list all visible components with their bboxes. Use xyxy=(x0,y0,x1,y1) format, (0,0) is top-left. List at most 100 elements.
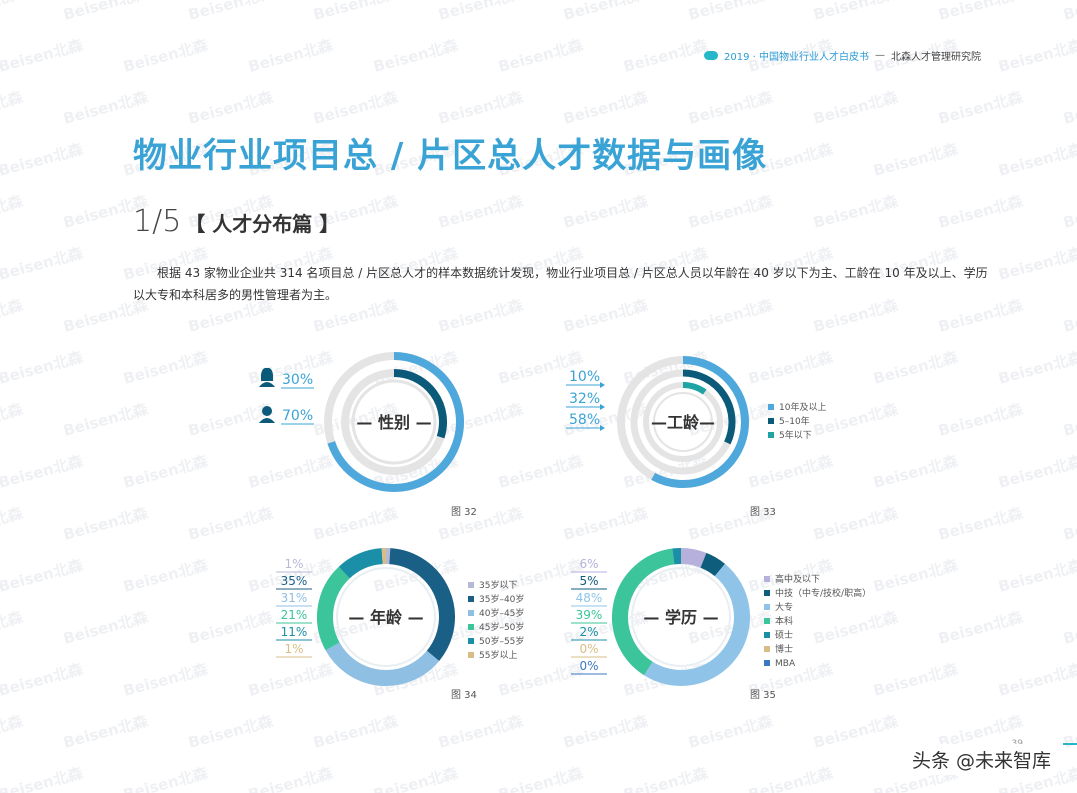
male-head xyxy=(262,406,272,416)
age-slice xyxy=(338,548,384,579)
age-slice xyxy=(389,548,455,661)
male-icon xyxy=(259,406,275,423)
tenure-chart: —工龄— 10% 32% 58% 10年及以上 5–10年 5年以下 xyxy=(566,356,826,488)
tenure-ring-2 xyxy=(682,382,707,395)
report-logo-icon xyxy=(704,51,718,60)
tenure-label: 32% xyxy=(569,391,600,407)
age-legend-label: 45岁–50岁 xyxy=(479,621,524,633)
tenure-legend-swatch xyxy=(768,432,774,438)
age-legend-label: 55岁以上 xyxy=(479,649,517,661)
figure-caption-32: 图 32 xyxy=(451,507,477,518)
age-legend-label: 40岁–45岁 xyxy=(479,607,524,619)
age-legend-swatch xyxy=(468,582,474,588)
figure-caption-33: 图 33 xyxy=(750,507,776,518)
age-chart-title: — 年龄 — xyxy=(348,608,423,627)
footer-source-tag: 头条 @未来智库 xyxy=(905,744,1057,775)
education-legend-swatch xyxy=(764,590,770,596)
education-legend-swatch xyxy=(764,576,770,582)
education-legend-label: 大专 xyxy=(775,601,793,613)
education-legend-swatch xyxy=(764,618,770,624)
education-legend-swatch xyxy=(764,660,770,666)
education-slice xyxy=(680,548,707,568)
age-legend-swatch xyxy=(468,610,474,616)
page-title: 物业行业项目总 / 片区总人才数据与画像 xyxy=(133,136,768,176)
age-slice xyxy=(325,642,440,686)
education-slice xyxy=(644,563,750,686)
section-name: 【 人才分布篇 】 xyxy=(185,212,340,236)
tenure-arrow-icon xyxy=(600,404,605,410)
age-inner-ring xyxy=(336,567,436,667)
age-chart: — 年龄 — 1% 35岁以下 35% 35岁–40岁 31% 40岁–45岁 21% 45岁–… xyxy=(276,547,524,686)
tenure-legend-label: 10年及以上 xyxy=(779,401,826,413)
age-value-label: 11% xyxy=(281,625,308,639)
organization-name: 北森人才管理研究院 xyxy=(891,52,981,63)
tenure-legend-label: 5–10年 xyxy=(779,415,810,427)
gender-chart: — 性别 — 30% 70% xyxy=(259,352,464,492)
corner-accent xyxy=(1063,743,1077,745)
age-value-label: 1% xyxy=(284,557,303,571)
section-number: 1/5 xyxy=(133,204,182,239)
female-icon xyxy=(259,367,275,387)
gender-label: 30% xyxy=(282,372,313,388)
education-legend-label: 高中及以下 xyxy=(775,573,820,585)
age-legend-swatch xyxy=(468,596,474,602)
intro-paragraph: 根据 43 家物业企业共 314 名项目总 / 片区总人才的样本数据统计发现，物… xyxy=(133,266,988,302)
education-value-label: 39% xyxy=(576,608,603,622)
education-legend-swatch xyxy=(764,604,770,610)
education-value-label: 0% xyxy=(579,642,598,656)
female-hair xyxy=(261,367,273,381)
education-slice xyxy=(700,552,725,577)
age-value-label: 35% xyxy=(281,574,308,588)
age-legend-swatch xyxy=(468,638,474,644)
tenure-ring-1 xyxy=(682,369,736,445)
header-separator: — xyxy=(875,50,885,61)
education-value-label: 0% xyxy=(579,659,598,673)
gender-ring-male xyxy=(327,352,464,492)
education-legend-label: MBA xyxy=(775,659,796,669)
education-legend-label: 博士 xyxy=(775,643,793,655)
tenure-legend-swatch xyxy=(768,404,774,410)
tenure-legend-swatch xyxy=(768,418,774,424)
age-value-label: 31% xyxy=(281,591,308,605)
age-slice xyxy=(317,566,350,651)
tenure-arrow-icon xyxy=(600,382,605,388)
education-legend-label: 本科 xyxy=(775,615,793,627)
age-legend-swatch xyxy=(468,624,474,630)
age-value-label: 1% xyxy=(284,642,303,656)
figure-caption-35: 图 35 xyxy=(750,690,776,701)
age-legend-label: 35岁以下 xyxy=(479,579,517,591)
tenure-legend-label: 5年以下 xyxy=(779,429,812,441)
education-chart: — 学历 — 6% 高中及以下 5% 中技（中专/技校/职高） 48% 大专 39% 本科 2% 硕… xyxy=(571,548,871,686)
education-value-label: 2% xyxy=(579,625,598,639)
section-heading: 1/5 【 人才分布篇 】 xyxy=(133,204,339,239)
figure-caption-34: 图 34 xyxy=(451,690,477,701)
education-legend-swatch xyxy=(764,646,770,652)
age-legend-label: 50岁–55岁 xyxy=(479,635,524,647)
education-legend-swatch xyxy=(764,632,770,638)
gender-inner-ring xyxy=(351,379,437,465)
tenure-ring-0 xyxy=(651,356,749,488)
tenure-label: 10% xyxy=(569,369,600,385)
female-body xyxy=(259,382,275,387)
education-legend-label: 中技（中专/技校/职高） xyxy=(775,587,871,599)
age-legend-label: 35岁–40岁 xyxy=(479,593,524,605)
tenure-chart-title: —工龄— xyxy=(651,413,715,432)
education-value-label: 6% xyxy=(579,557,598,571)
tenure-label: 58% xyxy=(569,412,600,428)
report-header: 2019 · 中国物业行业人才白皮书 — 北森人才管理研究院 xyxy=(704,48,981,63)
age-value-label: 21% xyxy=(281,608,308,622)
male-body xyxy=(259,418,275,423)
age-legend-swatch xyxy=(468,652,474,658)
education-chart-title: — 学历 — xyxy=(643,608,718,627)
gender-label: 70% xyxy=(282,408,313,424)
education-inner-ring xyxy=(631,567,731,667)
education-legend-label: 硕士 xyxy=(775,629,793,641)
education-value-label: 48% xyxy=(576,591,603,605)
gender-ring-female xyxy=(393,369,447,439)
education-value-label: 5% xyxy=(579,574,598,588)
tenure-inner-ring xyxy=(653,392,713,452)
tenure-arrow-icon xyxy=(600,425,605,431)
report-title: 2019 · 中国物业行业人才白皮书 xyxy=(724,52,869,63)
education-slice xyxy=(612,548,675,676)
